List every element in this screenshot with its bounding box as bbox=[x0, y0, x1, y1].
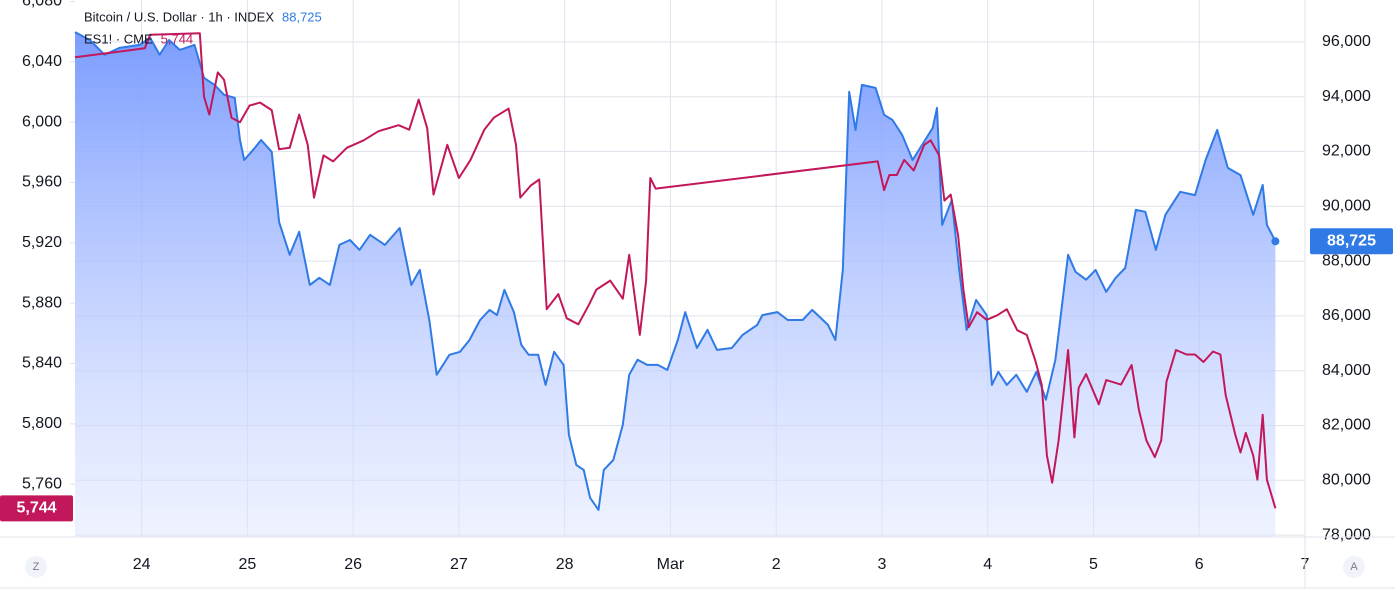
y-tick-label: 5,760 bbox=[22, 475, 62, 492]
plot bbox=[74, 31, 1280, 537]
legend-label: ES1! · CME bbox=[84, 31, 153, 46]
y2-tick-label: 86,000 bbox=[1322, 307, 1371, 324]
control-label: Z bbox=[33, 561, 40, 573]
y2-tick-label: 78,000 bbox=[1322, 526, 1371, 543]
control-button[interactable] bbox=[25, 556, 47, 578]
y2-tick-label: 82,000 bbox=[1322, 417, 1371, 434]
y-tick-label: 6,000 bbox=[22, 113, 62, 130]
y2-tick-label: 88,000 bbox=[1322, 252, 1371, 269]
price-badge bbox=[0, 495, 73, 522]
line bbox=[74, 31, 1277, 511]
last-point bbox=[1271, 237, 1280, 246]
x-tick-label: 28 bbox=[556, 556, 574, 573]
x-tick-label: 26 bbox=[344, 556, 362, 573]
control-button[interactable] bbox=[1343, 556, 1365, 578]
y2-tick-label: 92,000 bbox=[1322, 143, 1371, 160]
x-tick-label: 2 bbox=[772, 556, 781, 573]
y-tick-label: 5,960 bbox=[22, 174, 62, 191]
legend-value: 5,744 bbox=[161, 31, 194, 46]
x-tick-label: 25 bbox=[238, 556, 256, 573]
legend-value: 88,725 bbox=[282, 9, 322, 24]
price-badge-label: 5,744 bbox=[16, 500, 56, 517]
x-tick-label: Mar bbox=[657, 556, 685, 573]
x-tick-label: 27 bbox=[450, 556, 468, 573]
y2-tick-label: 84,000 bbox=[1322, 362, 1371, 379]
x-tick-label: 5 bbox=[1089, 556, 1098, 573]
y-tick-label: 6,080 bbox=[22, 0, 62, 10]
x-tick-label: 4 bbox=[983, 556, 992, 573]
price-badge bbox=[1310, 228, 1393, 255]
x-tick-label: 3 bbox=[878, 556, 887, 573]
area bbox=[75, 32, 1276, 537]
x-tick-label: 6 bbox=[1195, 556, 1204, 573]
y-tick-label: 5,920 bbox=[22, 234, 62, 251]
y2-tick-label: 96,000 bbox=[1322, 33, 1371, 50]
y-tick-label: 6,040 bbox=[22, 53, 62, 70]
x-tick-label: 24 bbox=[133, 556, 151, 573]
y2-tick-label: 94,000 bbox=[1322, 88, 1371, 105]
price-badge-label: 88,725 bbox=[1327, 232, 1376, 249]
y2-tick-label: 90,000 bbox=[1322, 198, 1371, 215]
y-tick-label: 5,880 bbox=[22, 294, 62, 311]
y2-tick-label: 80,000 bbox=[1322, 472, 1371, 489]
legend-label: Bitcoin / U.S. Dollar · 1h · INDEX bbox=[84, 9, 274, 24]
control-label: A bbox=[1350, 561, 1358, 573]
y-tick-label: 5,800 bbox=[22, 415, 62, 432]
line bbox=[74, 32, 1277, 509]
y-tick-label: 5,840 bbox=[22, 355, 62, 372]
